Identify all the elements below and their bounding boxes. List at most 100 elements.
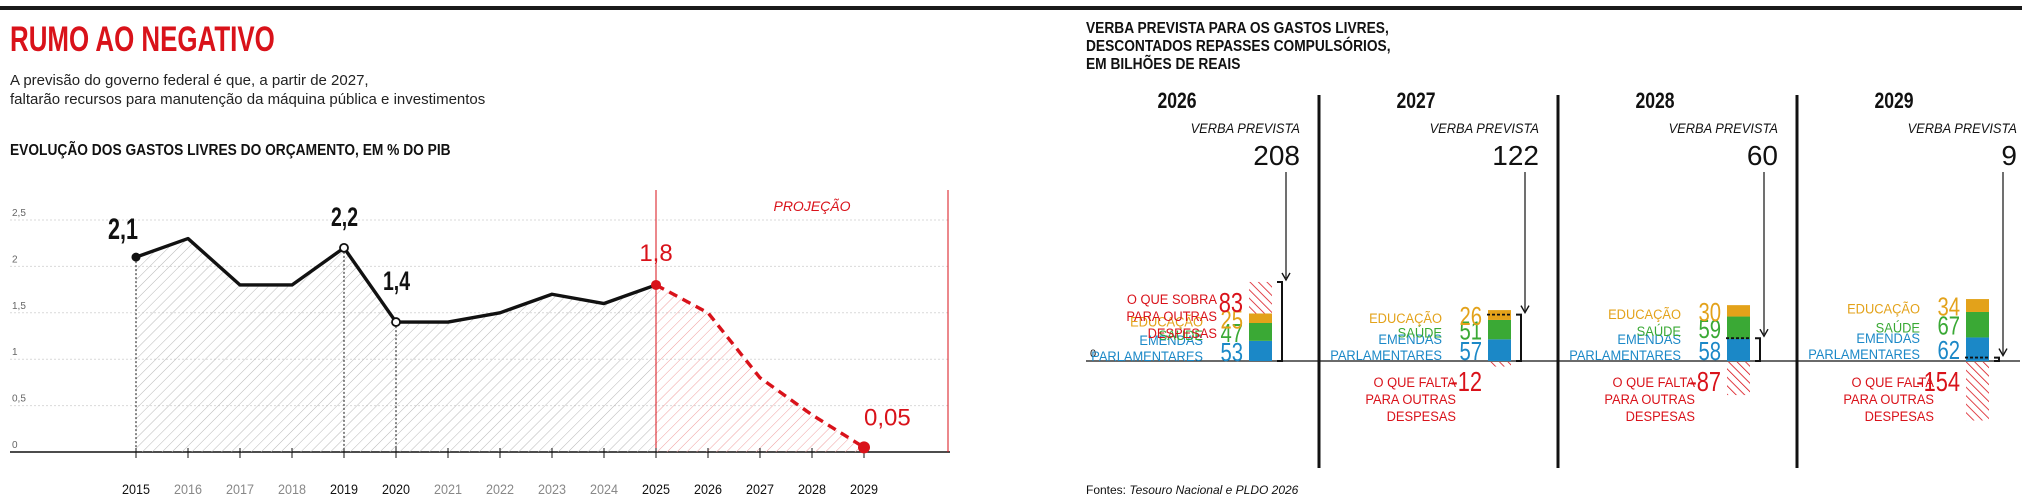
series-value: 58 bbox=[1698, 337, 1721, 366]
bar-segment-emendas-parlamentares bbox=[1488, 339, 1511, 361]
series-name: PARLAMENTARES bbox=[1808, 347, 1920, 363]
x-tick-label: 2022 bbox=[486, 481, 514, 497]
verba-value: 208 bbox=[1253, 140, 1300, 171]
bar-segment-emendas-parlamentares bbox=[1966, 337, 1989, 361]
series-name: SAÚDE bbox=[1398, 325, 1442, 341]
year-label: 2027 bbox=[1396, 89, 1435, 113]
data-label: 2,1 bbox=[108, 212, 138, 246]
series-value: 62 bbox=[1937, 336, 1960, 365]
series-name: EMENDAS bbox=[1378, 332, 1442, 348]
falta-hatch bbox=[1727, 362, 1750, 396]
bar-segment-educa-o bbox=[1249, 313, 1272, 323]
bar-segment-educa-o bbox=[1727, 305, 1750, 317]
history-area bbox=[136, 238, 656, 452]
y-tick-label: 0,5 bbox=[12, 394, 26, 405]
verba-arrowhead bbox=[1520, 305, 1530, 315]
sobra-label: PARA OUTRAS bbox=[1126, 308, 1217, 324]
series-value: 59 bbox=[1698, 314, 1721, 343]
series-value: 34 bbox=[1937, 292, 1960, 321]
data-label: 1,4 bbox=[383, 266, 410, 296]
bar-segment-emendas-parlamentares bbox=[1727, 338, 1750, 361]
bar-segment-sa-de bbox=[1488, 319, 1511, 340]
series-value: 30 bbox=[1698, 297, 1721, 326]
x-tick-label: 2015 bbox=[122, 481, 150, 497]
series-value: 51 bbox=[1459, 316, 1482, 345]
verba-value: 60 bbox=[1747, 140, 1778, 171]
series-value: 57 bbox=[1459, 337, 1482, 366]
data-point bbox=[131, 252, 141, 262]
bar-chart-title: VERBA PREVISTA PARA OS GASTOS LIVRES, DE… bbox=[1086, 20, 1440, 74]
data-point bbox=[391, 317, 401, 327]
data-point bbox=[858, 441, 870, 454]
falta-value: -87 bbox=[1689, 366, 1721, 397]
series-name: EMENDAS bbox=[1617, 331, 1681, 347]
sobra-label: O QUE SOBRA bbox=[1127, 291, 1217, 307]
projection-area bbox=[656, 284, 864, 452]
x-tick-label: 2016 bbox=[174, 481, 202, 497]
series-name: EDUCAÇÃO bbox=[1608, 306, 1681, 322]
data-point bbox=[339, 242, 349, 253]
verba-label: VERBA PREVISTA bbox=[1191, 121, 1300, 137]
falta-label: DESPESAS bbox=[1865, 409, 1934, 425]
falta-value: -154 bbox=[1916, 366, 1960, 397]
verba-label: VERBA PREVISTA bbox=[1430, 121, 1539, 137]
data-label: 1,8 bbox=[639, 240, 672, 267]
bar-segment-educa-o bbox=[1966, 299, 1989, 312]
line-chart-title: EVOLUÇÃO DOS GASTOS LIVRES DO ORÇAMENTO,… bbox=[10, 142, 451, 159]
projection-label: PROJEÇÃO bbox=[773, 198, 850, 214]
falta-label: O QUE FALTA bbox=[1613, 375, 1695, 391]
year-label: 2026 bbox=[1157, 89, 1196, 113]
falta-label: PARA OUTRAS bbox=[1843, 392, 1934, 408]
series-name: PARLAMENTARES bbox=[1091, 348, 1203, 364]
series-name: PARLAMENTARES bbox=[1330, 348, 1442, 364]
verba-arrowhead bbox=[1759, 328, 1769, 338]
bar-segment-emendas-parlamentares bbox=[1249, 340, 1272, 361]
falta-label: O QUE FALTA bbox=[1852, 375, 1934, 391]
x-tick-label: 2026 bbox=[694, 481, 722, 497]
y-tick-label: 2 bbox=[12, 254, 18, 265]
top-rule bbox=[0, 6, 2022, 10]
falta-label: DESPESAS bbox=[1626, 409, 1695, 425]
series-name: EMENDAS bbox=[1856, 331, 1920, 347]
falta-hatch bbox=[1966, 362, 1989, 421]
data-label: 0,05 bbox=[864, 404, 911, 431]
x-tick-label: 2028 bbox=[798, 481, 826, 497]
verba-bracket bbox=[1994, 356, 2000, 362]
falta-value: -12 bbox=[1450, 366, 1482, 397]
data-point bbox=[651, 279, 661, 290]
falta-label: DESPESAS bbox=[1387, 409, 1456, 425]
y-tick-label: 0 bbox=[12, 440, 18, 451]
bar-segment-sa-de bbox=[1727, 316, 1750, 339]
zero-label: 0 bbox=[1090, 348, 1096, 360]
sobra-label: DESPESAS bbox=[1148, 325, 1217, 341]
verba-bracket bbox=[1277, 280, 1283, 362]
year-label: 2028 bbox=[1635, 89, 1674, 113]
x-tick-label: 2019 bbox=[330, 481, 358, 497]
x-tick-label: 2029 bbox=[850, 481, 878, 497]
data-label: 2,2 bbox=[331, 202, 358, 232]
falta-label: PARA OUTRAS bbox=[1365, 392, 1456, 408]
x-tick-label: 2025 bbox=[642, 481, 670, 497]
falta-hatch bbox=[1488, 362, 1511, 367]
bar-chart-title-line-2: DESCONTADOS REPASSES COMPULSÓRIOS, bbox=[1086, 38, 1391, 55]
series-name: SAÚDE bbox=[1876, 320, 1920, 336]
series-name: EDUCAÇÃO bbox=[1847, 301, 1920, 317]
x-tick-label: 2024 bbox=[590, 481, 618, 497]
verba-label: VERBA PREVISTA bbox=[1669, 121, 1778, 137]
bar-chart-title-line-1: VERBA PREVISTA PARA OS GASTOS LIVRES, bbox=[1086, 20, 1389, 37]
verba-value: 122 bbox=[1492, 140, 1539, 171]
series-name: EDUCAÇÃO bbox=[1369, 311, 1442, 327]
x-tick-label: 2027 bbox=[746, 481, 774, 497]
series-name: PARLAMENTARES bbox=[1569, 347, 1681, 363]
bar-chart-title-line-3: EM BILHÕES DE REAIS bbox=[1086, 56, 1241, 73]
verba-arrowhead bbox=[1998, 348, 2008, 357]
x-tick-label: 2021 bbox=[434, 481, 462, 497]
x-tick-label: 2017 bbox=[226, 481, 254, 497]
projection-line bbox=[655, 283, 865, 449]
y-tick-label: 2,5 bbox=[12, 208, 26, 219]
x-tick-label: 2018 bbox=[278, 481, 306, 497]
bar-segment-sa-de bbox=[1966, 311, 1989, 338]
sobra-hatch bbox=[1249, 281, 1272, 314]
year-label: 2029 bbox=[1874, 89, 1913, 113]
